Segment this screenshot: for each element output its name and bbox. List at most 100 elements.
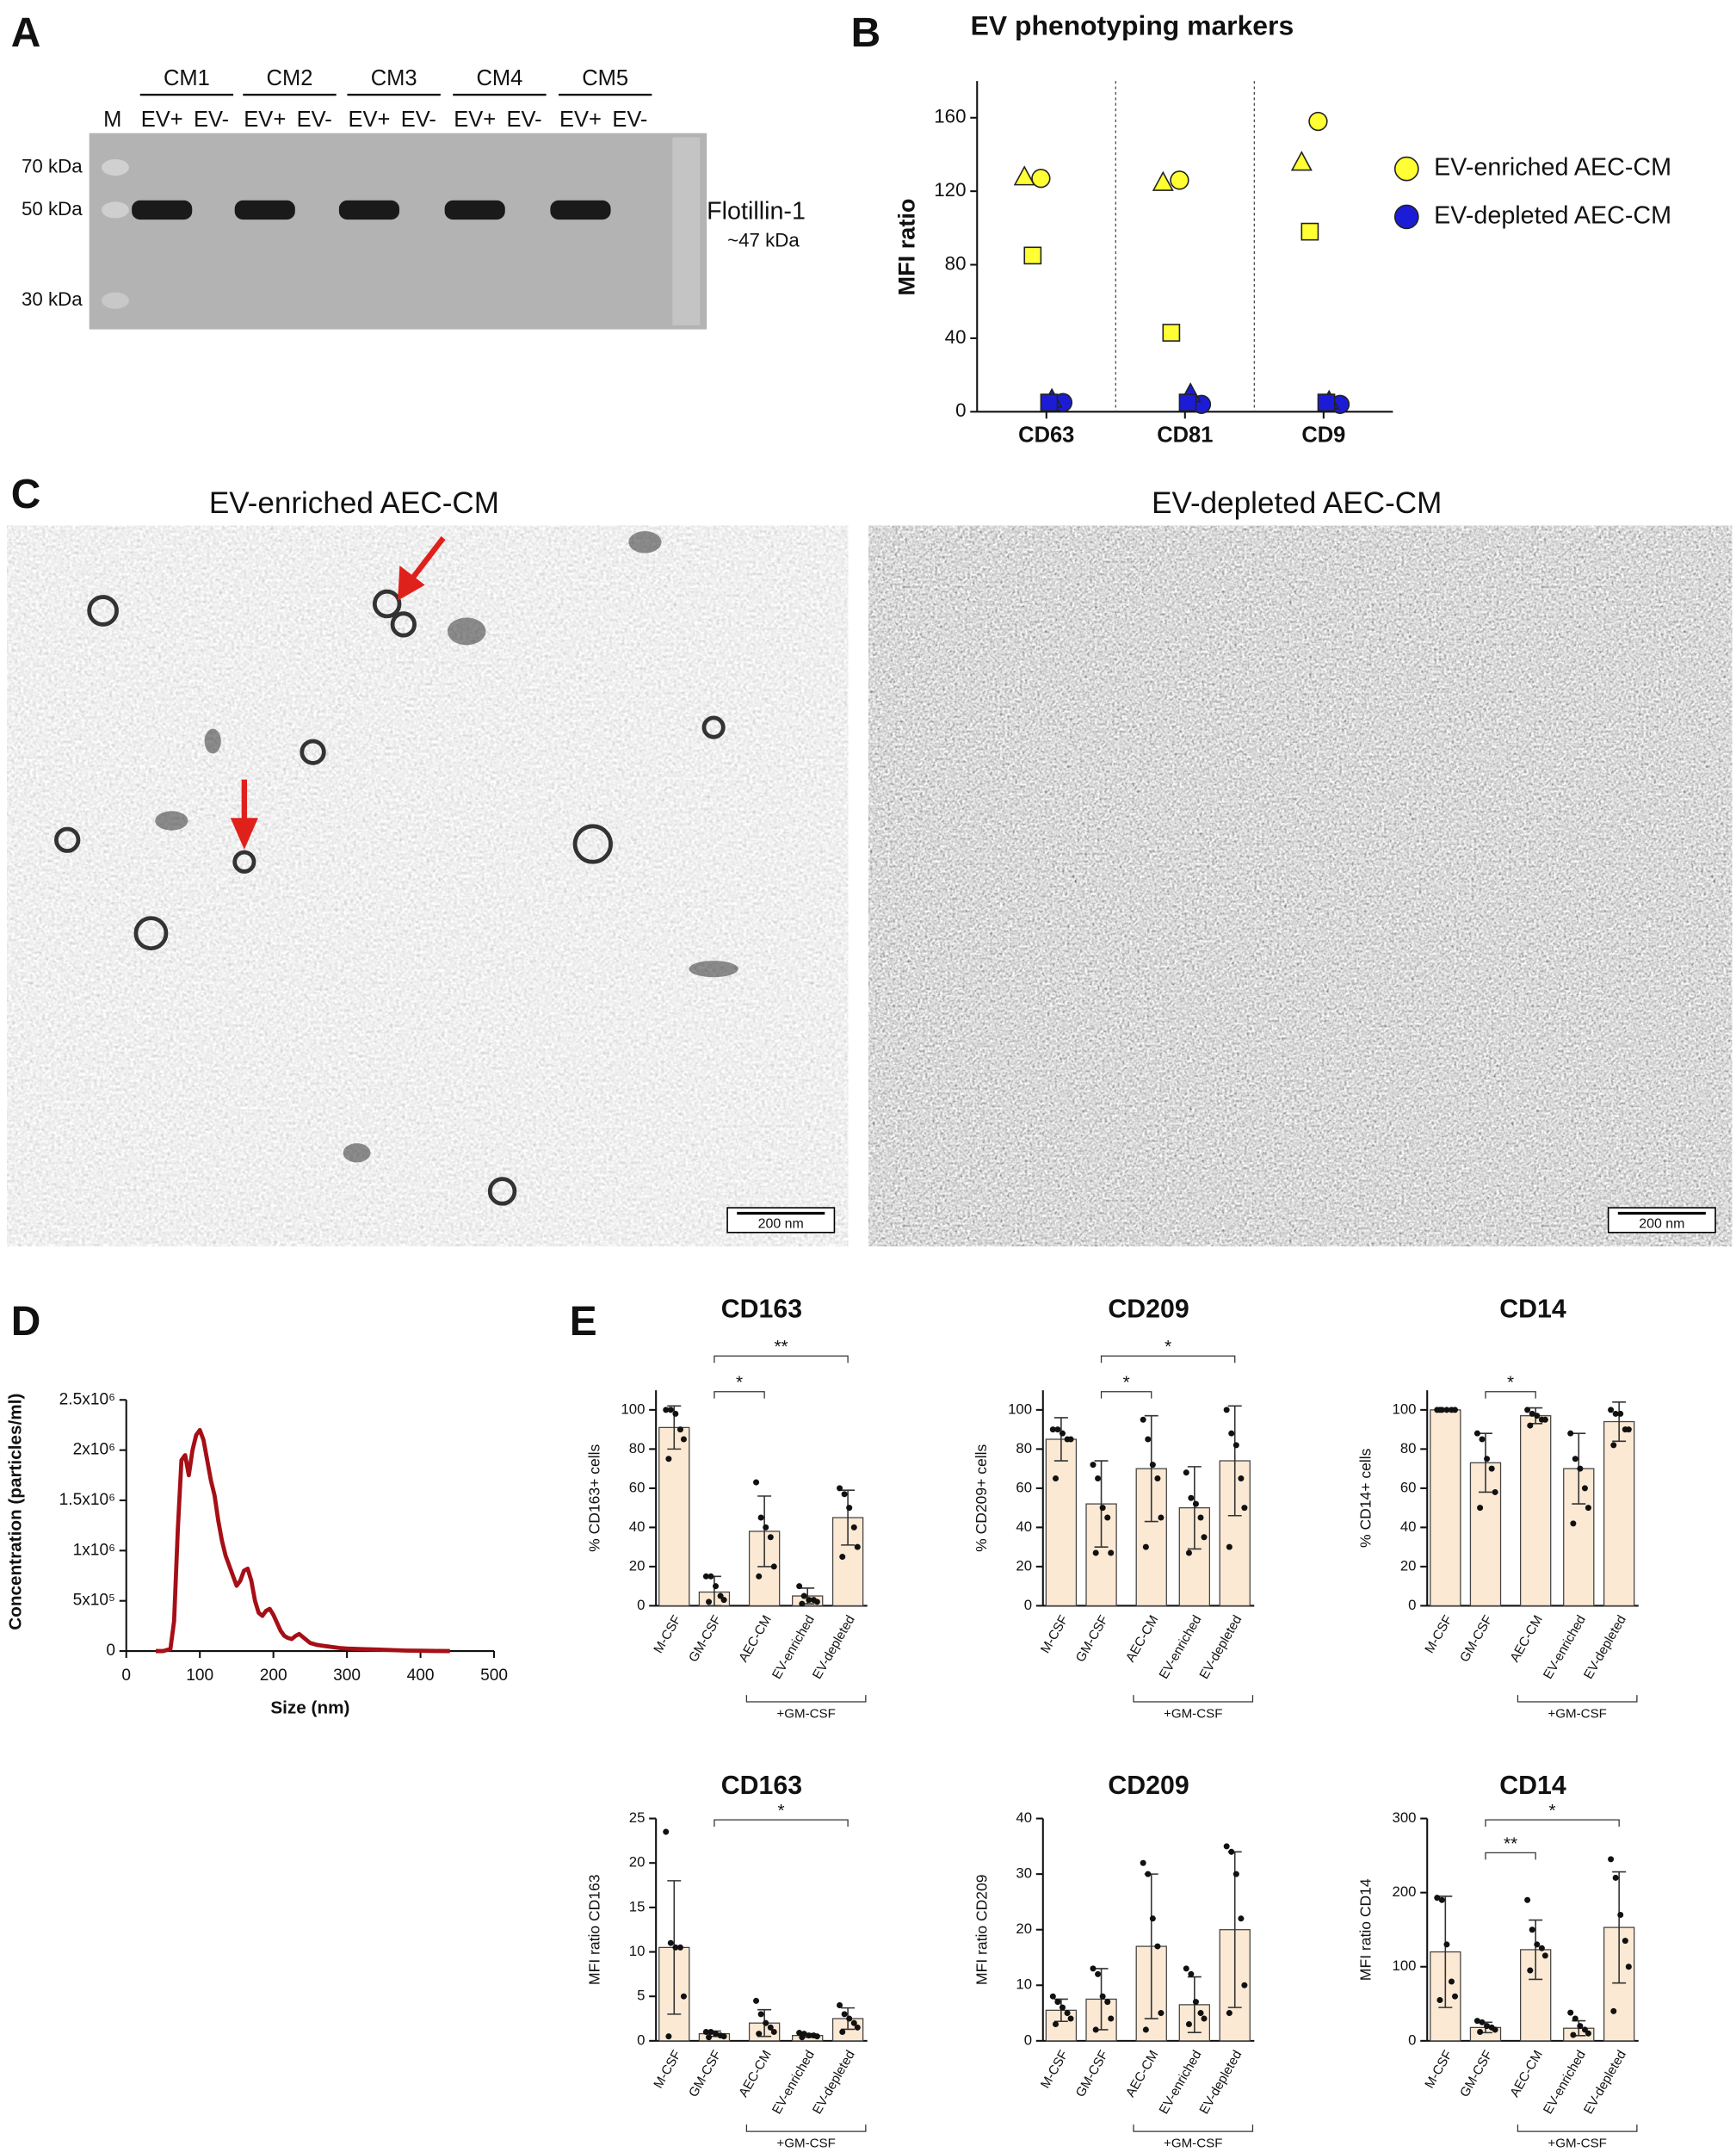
data-point [1541,1952,1548,1959]
data-point [1567,1430,1574,1437]
panel-label: C [11,472,41,517]
y-tick-label: 200 [1393,1883,1417,1900]
data-point [717,1592,724,1599]
lane-group-label: CM2 [267,66,313,90]
data-point [1622,1938,1628,1945]
data-point [1154,1475,1161,1482]
data-point [1479,1436,1486,1443]
y-tick-label: 60 [1016,1479,1032,1495]
x-tick-label: M-CSF [1422,2048,1455,2091]
blob [447,617,486,646]
vesicle [133,916,169,951]
y-tick-label: 1.5x10⁶ [59,1491,115,1509]
y-tick-label: 0 [637,1597,645,1613]
data-point [770,2029,777,2036]
x-tick-label: M-CSF [651,1613,684,1656]
data-point [770,1563,777,1570]
ladder-band [102,201,129,219]
data-point [1570,2031,1577,2038]
data-point [713,2031,720,2038]
legend-label: EV-depleted AEC-CM [1434,201,1671,229]
data-point [1228,1848,1235,1855]
lane-label: EV+ [348,108,390,132]
y-tick-label: 0 [1024,2031,1032,2048]
blob [343,1143,371,1163]
tem-image-enriched [7,525,849,1246]
bar [1045,1438,1078,1607]
data-point [1053,1475,1060,1482]
data-point [767,2024,774,2031]
y-tick-label: 20 [1016,1557,1032,1574]
data-point [1492,2026,1498,2033]
significance-label: ** [774,1337,788,1357]
y-tick-label: 0 [955,399,966,421]
y-tick-label: 160 [934,106,966,127]
data-point [841,2011,848,2018]
data-point [841,1491,848,1498]
y-tick-label: 20 [629,1557,646,1574]
lane-label: EV- [401,108,436,132]
data-point [1443,1941,1450,1948]
group-label: +GM-CSF [776,2136,835,2150]
band [132,200,193,220]
data-point [1059,1430,1066,1437]
group-label: +GM-CSF [776,1706,835,1721]
y-tick-label: 5 [637,1988,645,2004]
data-point [706,2034,713,2041]
data-point [1232,1442,1239,1449]
blot-edge [672,137,701,325]
marker [1300,222,1319,241]
data-point [1492,1488,1498,1495]
y-tick-label: 0 [1024,1597,1032,1613]
y-axis-label: % CD163+ cells [586,1444,603,1551]
marker [1162,324,1181,342]
group-bracket [1133,2124,1254,2132]
data-point [1067,1436,1074,1443]
data-point [799,1600,806,1607]
x-tick-label: 500 [480,1667,508,1685]
lane-label: EV+ [244,108,286,132]
x-tick-label: 0 [121,1667,131,1685]
marker [1170,170,1189,190]
data-point [1617,1911,1624,1918]
data-point [1524,1407,1531,1413]
group-bracket [1517,2124,1638,2132]
data-point [837,2002,843,2009]
data-point [676,1944,683,1951]
data-point [707,1573,714,1580]
y-tick-label: 30 [1016,1865,1032,1882]
blob [628,531,662,553]
data-point [1158,1514,1165,1521]
data-point [1527,1967,1534,1974]
blob [689,961,738,978]
y-tick-label: 300 [1393,1809,1417,1826]
error-bar [1227,1405,1242,1517]
data-point [799,2034,806,2041]
blob [155,811,188,831]
vesicle [300,739,326,765]
y-tick-label: 40 [1400,1518,1417,1535]
x-tick-label: EV-depleted [1197,2048,1245,2117]
blot-membrane [89,133,707,330]
vesicles [54,589,726,1206]
y-tick-label: 10 [629,1943,646,1959]
data-point [1183,1965,1189,1972]
x-tick-label: AEC-CM [1123,1613,1162,1665]
significance-label: * [777,1801,784,1821]
x-tick-label: 400 [407,1667,435,1685]
data-point [1479,2019,1486,2025]
ladder-band [102,292,129,309]
data-point [1059,2004,1066,2011]
marker-lane-label: M [103,108,121,132]
data-point [1570,1520,1577,1527]
data-point [1104,1514,1111,1521]
data-point [1223,1843,1230,1850]
chart-title: CD163 [721,1296,802,1324]
data-point [1484,2023,1491,2030]
data-point [1185,1549,1192,1556]
ladder-band [102,158,129,176]
x-tick-label: GM-CSF [686,1613,725,1665]
lane-label: EV- [612,108,647,132]
chart-title: CD14 [1499,1772,1566,1800]
vesicle [232,850,256,874]
